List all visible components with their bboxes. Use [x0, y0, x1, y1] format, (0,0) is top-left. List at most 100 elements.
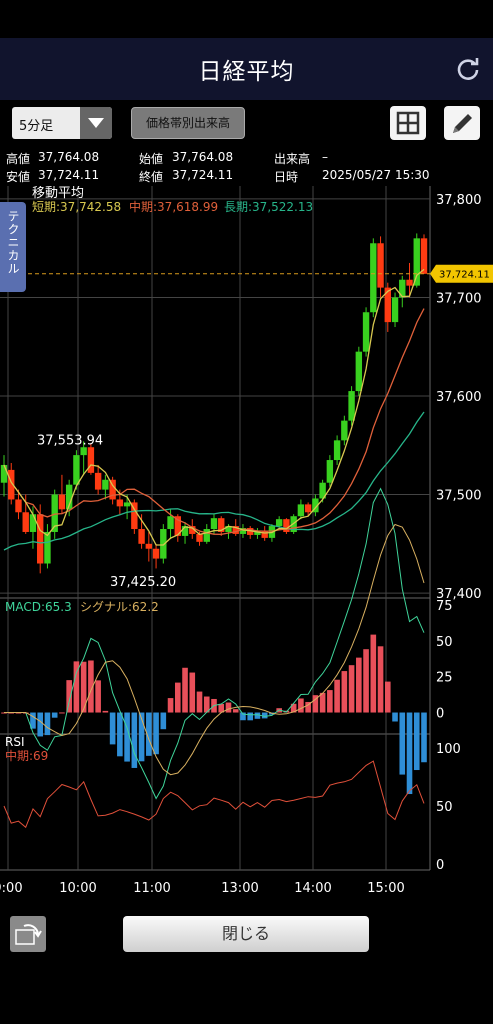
- macd-histogram-bar: [348, 665, 355, 713]
- macd-histogram-bar: [124, 712, 130, 762]
- y-tick-label: 37,400: [436, 587, 482, 602]
- range-volume-button[interactable]: 価格帯別出来高: [131, 107, 245, 139]
- candle-body: [391, 297, 399, 323]
- y-tick-label: 37,700: [436, 291, 482, 306]
- macd-histogram-bar: [305, 701, 311, 713]
- high-annotation: 37,553.94: [37, 433, 103, 448]
- macd-legend: MACD:65.3: [5, 600, 72, 614]
- macd-tick-label: 25: [436, 671, 453, 686]
- app-header: 日経平均: [0, 38, 493, 100]
- macd-histogram-bar: [109, 712, 116, 745]
- macd-histogram-bar: [8, 712, 15, 714]
- volume-label: 出来高: [274, 152, 311, 166]
- macd-histogram-bar: [88, 660, 94, 713]
- x-tick-label: 10:00: [59, 881, 96, 896]
- macd-histogram-bar: [254, 712, 261, 719]
- x-tick-label: 15:00: [367, 881, 404, 896]
- macd-histogram-bar: [73, 661, 80, 713]
- candle-body: [420, 238, 428, 274]
- page-title: 日経平均: [198, 59, 295, 85]
- macd-histogram-bar: [117, 712, 123, 757]
- candle-body: [341, 420, 348, 441]
- macd-histogram-bar: [363, 649, 369, 713]
- grid-icon[interactable]: [390, 106, 426, 140]
- macd-histogram-bar: [146, 712, 152, 756]
- macd-histogram-bar: [131, 712, 138, 768]
- current-price-label: 37,724.11: [439, 270, 490, 281]
- rsi-tick-label: 100: [436, 742, 461, 757]
- macd-tick-label: 50: [436, 635, 453, 650]
- ma-legend: 短期:37,742.58: [32, 200, 121, 214]
- volume-value: –: [322, 150, 328, 164]
- macd-histogram-bar: [406, 712, 413, 795]
- candle-body: [406, 279, 413, 286]
- close-value: 37,724.11: [172, 168, 234, 182]
- macd-line: [4, 487, 425, 800]
- candle-body: [102, 479, 109, 490]
- candle-body: [15, 499, 22, 513]
- candle-body: [355, 351, 363, 392]
- macd-histogram-bar: [247, 712, 254, 721]
- x-tick-label: 13:00: [221, 881, 258, 896]
- macd-histogram-bar: [298, 698, 304, 713]
- candle-body: [196, 533, 203, 542]
- candle-body: [189, 526, 196, 534]
- candle-body: [8, 469, 15, 500]
- chart-area[interactable]: 9:00 10:00 11:00 13:00 14:00 15:00 37,800 37,70…: [0, 186, 493, 904]
- macd-histogram-bar: [196, 691, 203, 713]
- datetime-value: 2025/05/27 15:30: [322, 168, 430, 182]
- candle-body: [29, 514, 37, 532]
- candle-body: [304, 504, 312, 513]
- chart-toolbar: 5分足 価格帯別出来高: [0, 100, 493, 148]
- technical-tab-label: テクニカル: [6, 210, 20, 275]
- candle-body: [362, 312, 370, 352]
- candle-body: [254, 530, 261, 535]
- rsi-tick-label: 50: [436, 800, 453, 815]
- refresh-icon[interactable]: [455, 56, 481, 82]
- macd-histogram-bar: [102, 710, 109, 713]
- chart-svg[interactable]: 9:00 10:00 11:00 13:00 14:00 15:00 37,800 37,70…: [0, 186, 493, 904]
- candle-body: [37, 514, 44, 564]
- macd-histogram-bar: [203, 696, 210, 713]
- candle-body: [116, 499, 124, 507]
- macd-histogram-bar: [218, 703, 225, 713]
- chart-background: [0, 186, 493, 904]
- candle-body: [413, 238, 420, 286]
- rsi-title: RSI: [5, 735, 25, 749]
- pencil-icon[interactable]: [444, 106, 480, 140]
- candle-body: [370, 243, 377, 313]
- candle-body: [312, 498, 319, 513]
- macd-histogram-bar: [59, 712, 65, 714]
- quote-info: 高値 37,764.08 始値 37,764.08 出来高 – 安値 37,72…: [0, 148, 430, 186]
- candle-body: [225, 526, 232, 532]
- candle-body: [131, 502, 138, 530]
- macd-histogram-bar: [80, 661, 87, 713]
- candle-body: [65, 484, 73, 510]
- low-value: 37,724.11: [38, 168, 100, 182]
- candle-body: [44, 531, 51, 564]
- signal-line: [4, 523, 425, 776]
- candle-body: [94, 472, 102, 490]
- high-label: 高値: [6, 152, 31, 166]
- candle-body: [145, 543, 153, 549]
- macd-histogram-bar: [356, 657, 362, 713]
- candle-body: [333, 440, 341, 461]
- macd-histogram-bar: [160, 712, 167, 730]
- interval-select[interactable]: 5分足: [12, 107, 112, 139]
- candle-body: [297, 504, 305, 517]
- macd-histogram-bar: [189, 672, 196, 713]
- macd-histogram-bar: [341, 671, 348, 713]
- macd-histogram-bar: [66, 680, 72, 713]
- macd-tick-label: 75: [436, 599, 453, 614]
- macd-histogram-bar: [37, 712, 44, 737]
- macd-histogram-bar: [421, 712, 427, 763]
- candle-body: [232, 526, 239, 534]
- macd-histogram-bar: [290, 703, 297, 713]
- close-button[interactable]: 閉じる: [123, 916, 369, 952]
- macd-histogram-bar: [1, 712, 7, 714]
- technical-tab[interactable]: テクニカル: [0, 202, 26, 292]
- macd-histogram-bar: [225, 702, 232, 713]
- candle-body: [0, 464, 8, 483]
- x-tick-label: 14:00: [294, 881, 331, 896]
- rotate-screen-icon[interactable]: [10, 916, 46, 952]
